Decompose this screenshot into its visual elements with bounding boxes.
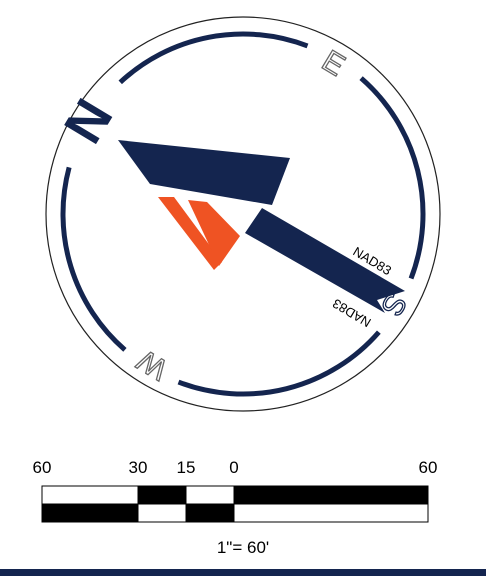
scale-segment <box>137 485 187 505</box>
orange-stripe <box>158 197 222 270</box>
scale-segment <box>185 485 235 505</box>
compass-ring <box>177 330 381 397</box>
orange-stripe <box>188 200 240 266</box>
footer-band <box>0 569 486 576</box>
compass-ring <box>60 166 127 352</box>
scale-label: 60 <box>419 458 438 477</box>
scale-segment <box>185 503 235 523</box>
arrow-tail <box>245 208 405 313</box>
scale-segment <box>137 503 187 523</box>
scale-segment <box>233 503 429 523</box>
compass-ring <box>359 76 426 280</box>
scale-caption: 1"= 60' <box>217 538 269 557</box>
scale-segment <box>41 485 139 505</box>
scale-segment <box>41 503 139 523</box>
scale-label: 30 <box>129 458 148 477</box>
arrow-head <box>118 140 290 205</box>
scale-label: 0 <box>229 458 238 477</box>
scale-segment <box>233 485 429 505</box>
compass-ring <box>118 31 309 85</box>
scale-label: 60 <box>33 458 52 477</box>
scale-bar <box>41 485 429 523</box>
scale-label: 15 <box>177 458 196 477</box>
compass-circle <box>45 16 441 412</box>
